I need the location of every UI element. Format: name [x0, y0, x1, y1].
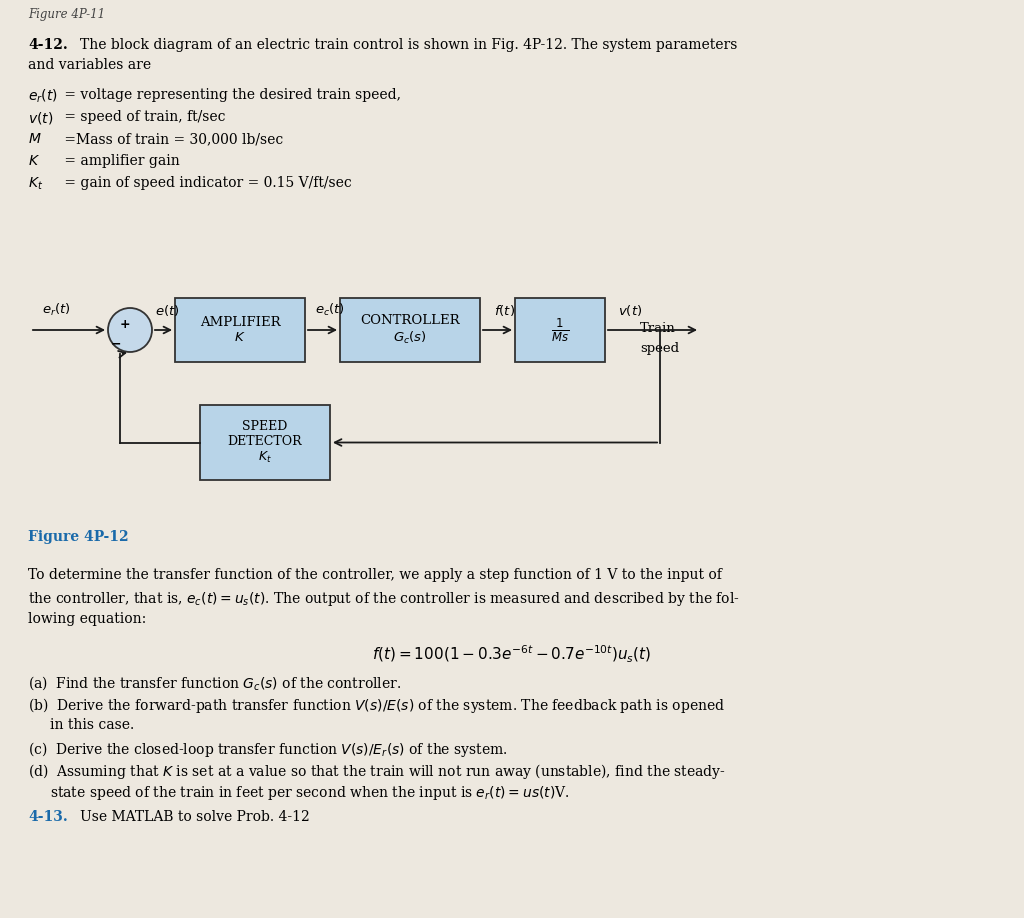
Text: $f(t)$: $f(t)$ — [494, 303, 515, 318]
Text: $e_c(t)$: $e_c(t)$ — [315, 302, 345, 318]
Text: (c)  Derive the closed-loop transfer function $V(s)/E_r(s)$ of the system.: (c) Derive the closed-loop transfer func… — [28, 740, 508, 759]
Text: +: + — [120, 319, 130, 331]
Text: lowing equation:: lowing equation: — [28, 612, 146, 626]
Text: $K$: $K$ — [28, 154, 40, 168]
Text: To determine the transfer function of the controller, we apply a step function o: To determine the transfer function of th… — [28, 568, 722, 582]
Text: 4-12.: 4-12. — [28, 38, 68, 52]
Text: in this case.: in this case. — [50, 718, 134, 732]
Text: $e(t)$: $e(t)$ — [155, 303, 179, 318]
Text: $K_t$: $K_t$ — [28, 176, 43, 193]
Text: = voltage representing the desired train speed,: = voltage representing the desired train… — [60, 88, 401, 102]
Text: $M$: $M$ — [28, 132, 42, 146]
FancyBboxPatch shape — [515, 298, 605, 362]
Text: state speed of the train in feet per second when the input is $e_r(t)=us(t)$V.: state speed of the train in feet per sec… — [50, 784, 569, 802]
Text: = gain of speed indicator = 0.15 V/ft/sec: = gain of speed indicator = 0.15 V/ft/se… — [60, 176, 352, 190]
Text: $v(t)$: $v(t)$ — [618, 303, 642, 318]
Text: = speed of train, ft/sec: = speed of train, ft/sec — [60, 110, 225, 124]
Circle shape — [108, 308, 152, 352]
Text: CONTROLLER
$G_c(s)$: CONTROLLER $G_c(s)$ — [360, 314, 460, 346]
FancyBboxPatch shape — [175, 298, 305, 362]
Text: Figure 4P-11: Figure 4P-11 — [28, 8, 105, 21]
Text: Train: Train — [640, 322, 676, 335]
Text: AMPLIFIER
$K$: AMPLIFIER $K$ — [200, 316, 281, 344]
Text: =Mass of train = 30,000 lb/sec: =Mass of train = 30,000 lb/sec — [60, 132, 284, 146]
Text: Figure 4P-12: Figure 4P-12 — [28, 530, 129, 544]
Text: $\frac{1}{Ms}$: $\frac{1}{Ms}$ — [551, 317, 569, 343]
FancyBboxPatch shape — [200, 405, 330, 480]
Text: $v(t)$: $v(t)$ — [28, 110, 53, 126]
Text: $f(t)=100(1-0.3e^{-6t}-0.7e^{-10t})u_s(t)$: $f(t)=100(1-0.3e^{-6t}-0.7e^{-10t})u_s(t… — [373, 644, 651, 666]
Text: 4-13.: 4-13. — [28, 810, 68, 824]
Text: the controller, that is, $e_c(t)=u_s(t)$. The output of the controller is measur: the controller, that is, $e_c(t)=u_s(t)$… — [28, 590, 739, 608]
Text: and variables are: and variables are — [28, 58, 152, 72]
Text: The block diagram of an electric train control is shown in Fig. 4P-12. The syste: The block diagram of an electric train c… — [80, 38, 737, 52]
Text: (a)  Find the transfer function $G_c(s)$ of the controller.: (a) Find the transfer function $G_c(s)$ … — [28, 674, 401, 692]
FancyBboxPatch shape — [340, 298, 480, 362]
Text: $e_r(t)$: $e_r(t)$ — [42, 302, 71, 318]
Text: speed: speed — [640, 342, 679, 355]
Text: SPEED
DETECTOR
$K_t$: SPEED DETECTOR $K_t$ — [227, 420, 302, 465]
Text: −: − — [111, 338, 121, 351]
Text: = amplifier gain: = amplifier gain — [60, 154, 180, 168]
Text: Use MATLAB to solve Prob. 4-12: Use MATLAB to solve Prob. 4-12 — [80, 810, 309, 824]
Text: (d)  Assuming that $K$ is set at a value so that the train will not run away (un: (d) Assuming that $K$ is set at a value … — [28, 762, 726, 781]
Text: (b)  Derive the forward-path transfer function $V(s)/E(s)$ of the system. The fe: (b) Derive the forward-path transfer fun… — [28, 696, 725, 715]
Text: $e_r(t)$: $e_r(t)$ — [28, 88, 58, 106]
